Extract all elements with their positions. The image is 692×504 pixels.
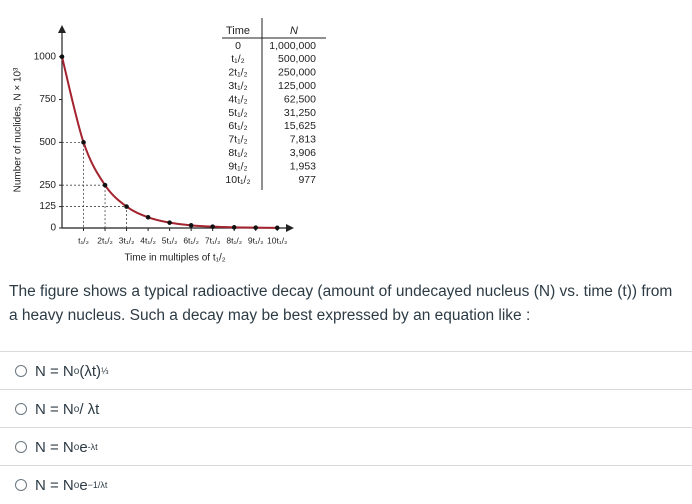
option-subscript: o <box>73 441 80 453</box>
option-text: e <box>79 438 88 456</box>
table-n: 250,000 <box>278 67 316 79</box>
y-tick-label: 250 <box>39 180 56 191</box>
option-subscript: o <box>73 403 80 415</box>
option-text: N = N <box>35 438 74 456</box>
table-n: 1,000,000 <box>269 40 316 52</box>
table-time: t₁/₂ <box>231 53 244 65</box>
data-point <box>59 54 65 59</box>
table-time: 3t₁/₂ <box>228 80 247 92</box>
x-tick-label: 10t₁/₂ <box>267 235 287 245</box>
y-tick-label: 750 <box>39 94 56 105</box>
radio-button[interactable] <box>15 365 27 377</box>
x-axis-title: Time in multiples of t₁/₂ <box>124 253 225 264</box>
y-axis-arrow <box>58 25 66 33</box>
table-time: 8t₁/₂ <box>228 147 247 159</box>
x-tick-label: 6t₁/₂ <box>183 235 199 245</box>
option-text: / λt <box>79 400 100 418</box>
data-point <box>167 220 172 225</box>
option-superscript: -λt <box>87 442 98 452</box>
x-tick-label: 2t₁/₂ <box>97 235 113 245</box>
table-n: 977 <box>298 174 316 186</box>
guide-line <box>62 206 127 228</box>
table-time: 7t₁/₂ <box>228 134 247 146</box>
y-tick-label: 0 <box>50 223 56 234</box>
option-subscript: o <box>73 365 80 377</box>
table-time: 0 <box>235 40 241 52</box>
radio-button[interactable] <box>15 479 27 491</box>
table-n: 125,000 <box>278 80 316 92</box>
table-n: 31,250 <box>284 107 316 119</box>
data-point <box>81 140 86 145</box>
x-tick-label: t₁/₂ <box>78 235 89 245</box>
question-text: The figure shows a typical radioactive d… <box>9 283 673 324</box>
x-tick-label: 8t₁/₂ <box>226 235 242 245</box>
chart: Number of nuclides, N × 10³ Time in mult… <box>13 18 326 264</box>
data-point <box>188 223 194 228</box>
table-n: 7,813 <box>290 134 316 146</box>
data-point <box>102 182 108 188</box>
table-n: 62,500 <box>284 93 316 105</box>
option-superscript: −1/λt <box>87 480 108 490</box>
table-n: 500,000 <box>278 53 316 65</box>
radio-button[interactable] <box>15 403 27 415</box>
y-tick-label: 125 <box>39 201 56 212</box>
x-tick-label: 5t₁/₂ <box>162 235 178 245</box>
table-time: 4t₁/₂ <box>228 93 247 105</box>
guide-line <box>62 141 84 228</box>
x-tick-label: 3t₁/₂ <box>119 235 135 245</box>
y-axis-title: Number of nuclides, N × 10³ <box>13 67 24 192</box>
y-tick-label: 1000 <box>34 51 57 62</box>
x-tick-label: 4t₁/₂ <box>140 235 156 245</box>
table-header: N <box>290 25 298 37</box>
data-point <box>231 225 237 230</box>
table-time: 9t₁/₂ <box>228 160 247 172</box>
table-n: 3,906 <box>290 147 316 159</box>
table-time: 2t₁/₂ <box>228 67 247 79</box>
x-tick-label: 7t₁/₂ <box>205 235 221 245</box>
option-text: N = N <box>35 476 74 494</box>
data-point <box>145 214 151 220</box>
table-time: 6t₁/₂ <box>228 120 247 132</box>
table-time: 10t₁/₂ <box>225 174 250 186</box>
option-text: N = N <box>35 362 74 380</box>
option-superscript: ⅓ <box>101 366 109 376</box>
x-axis-arrow <box>286 224 294 232</box>
option-text: N = N <box>35 400 74 418</box>
x-tick-label: 9t₁/₂ <box>248 235 264 245</box>
table-time: 5t₁/₂ <box>228 107 247 119</box>
table-header: Time <box>226 25 250 37</box>
data-point <box>124 204 129 209</box>
data-point <box>253 225 259 230</box>
radio-button[interactable] <box>15 441 27 453</box>
table-n: 1,953 <box>290 160 316 172</box>
data-point <box>210 224 215 229</box>
option-text: e <box>79 476 88 494</box>
data-point <box>274 225 280 231</box>
option-text: (λt) <box>79 362 101 380</box>
option-subscript: o <box>73 479 80 491</box>
y-tick-label: 500 <box>39 137 56 148</box>
table-n: 15,625 <box>284 120 316 132</box>
